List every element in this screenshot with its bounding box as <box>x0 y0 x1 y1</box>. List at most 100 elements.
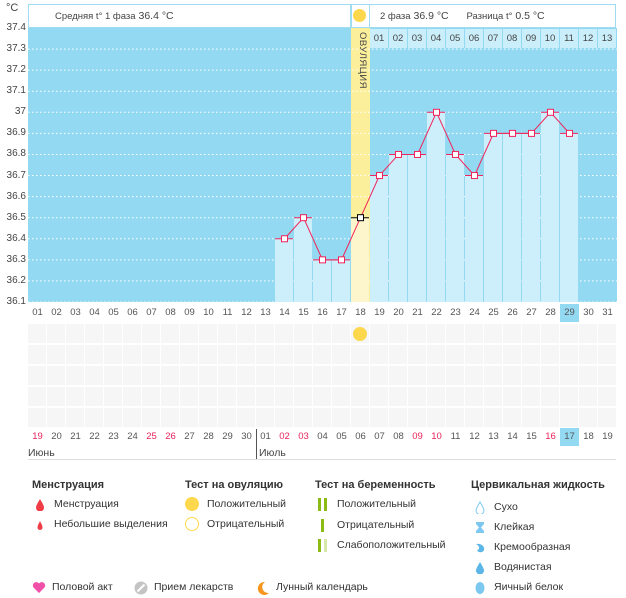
calendar-date[interactable]: 25 <box>146 431 157 442</box>
cycle-day[interactable]: 09 <box>184 307 195 318</box>
symptom-cell[interactable] <box>332 324 350 343</box>
cycle-day[interactable]: 26 <box>507 307 518 318</box>
symptom-cell[interactable] <box>598 387 616 406</box>
symptom-cell[interactable] <box>560 324 578 343</box>
symptom-cell[interactable] <box>484 366 502 385</box>
symptom-cell[interactable] <box>389 345 407 364</box>
symptom-cell[interactable] <box>579 324 597 343</box>
symptom-cell[interactable] <box>370 366 388 385</box>
cycle-day[interactable]: 02 <box>51 307 62 318</box>
symptom-cell[interactable] <box>389 387 407 406</box>
symptom-cell[interactable] <box>161 324 179 343</box>
calendar-date[interactable]: 08 <box>393 431 404 442</box>
symptom-cell[interactable] <box>123 345 141 364</box>
symptom-cell[interactable] <box>256 387 274 406</box>
symptom-cell[interactable] <box>85 366 103 385</box>
calendar-date[interactable]: 13 <box>488 431 499 442</box>
symptom-cell[interactable] <box>28 366 46 385</box>
symptom-cell[interactable] <box>484 345 502 364</box>
symptom-cell[interactable] <box>256 408 274 427</box>
symptom-cell[interactable] <box>370 387 388 406</box>
symptom-cell[interactable] <box>294 324 312 343</box>
symptom-cell[interactable] <box>47 387 65 406</box>
symptom-cell[interactable] <box>218 324 236 343</box>
symptom-cell[interactable] <box>503 324 521 343</box>
calendar-date[interactable]: 06 <box>355 431 366 442</box>
calendar-date[interactable]: 12 <box>469 431 480 442</box>
symptom-cell[interactable] <box>389 366 407 385</box>
cycle-day[interactable]: 21 <box>412 307 423 318</box>
calendar-date[interactable]: 20 <box>51 431 62 442</box>
symptom-cell[interactable] <box>313 345 331 364</box>
cycle-day[interactable]: 20 <box>393 307 404 318</box>
symptom-cell[interactable] <box>522 345 540 364</box>
symptom-cell[interactable] <box>237 387 255 406</box>
symptom-cell[interactable] <box>294 408 312 427</box>
calendar-date[interactable]: 26 <box>165 431 176 442</box>
symptom-cell[interactable] <box>560 366 578 385</box>
symptom-cell[interactable] <box>218 408 236 427</box>
symptom-cell[interactable] <box>351 366 369 385</box>
cycle-day[interactable]: 08 <box>165 307 176 318</box>
symptom-cell[interactable] <box>218 366 236 385</box>
symptom-cell[interactable] <box>313 366 331 385</box>
symptom-cell[interactable] <box>199 324 217 343</box>
cycle-day[interactable]: 03 <box>70 307 81 318</box>
symptom-cell[interactable] <box>294 387 312 406</box>
symptom-cell[interactable] <box>199 366 217 385</box>
symptom-cell[interactable] <box>484 387 502 406</box>
symptom-cell[interactable] <box>465 345 483 364</box>
symptom-cell[interactable] <box>180 324 198 343</box>
symptom-cell[interactable] <box>28 387 46 406</box>
calendar-date[interactable]: 29 <box>222 431 233 442</box>
symptom-cell[interactable] <box>275 366 293 385</box>
calendar-date[interactable]: 09 <box>412 431 423 442</box>
symptom-cell[interactable] <box>104 345 122 364</box>
cycle-day[interactable]: 13 <box>260 307 271 318</box>
cycle-day[interactable]: 11 <box>222 307 233 318</box>
symptom-cell[interactable] <box>598 324 616 343</box>
symptom-cell[interactable] <box>598 366 616 385</box>
symptom-cell[interactable] <box>275 387 293 406</box>
cycle-day[interactable]: 12 <box>241 307 252 318</box>
calendar-date[interactable]: 02 <box>279 431 290 442</box>
symptom-cell[interactable] <box>142 408 160 427</box>
symptom-cell[interactable] <box>560 408 578 427</box>
cycle-day[interactable]: 15 <box>298 307 309 318</box>
symptom-cell[interactable] <box>47 324 65 343</box>
symptom-cell[interactable] <box>446 324 464 343</box>
symptom-cell[interactable] <box>351 387 369 406</box>
symptom-cell[interactable] <box>275 408 293 427</box>
calendar-date[interactable]: 28 <box>203 431 214 442</box>
cycle-day[interactable]: 22 <box>431 307 442 318</box>
symptom-cell[interactable] <box>256 366 274 385</box>
cycle-day[interactable]: 16 <box>317 307 328 318</box>
symptom-cell[interactable] <box>66 345 84 364</box>
symptom-cell[interactable] <box>161 408 179 427</box>
symptom-cell[interactable] <box>427 345 445 364</box>
symptom-cell[interactable] <box>66 366 84 385</box>
symptom-cell[interactable] <box>85 408 103 427</box>
calendar-date[interactable]: 15 <box>526 431 537 442</box>
cycle-day[interactable]: 10 <box>203 307 214 318</box>
cycle-day[interactable]: 28 <box>545 307 556 318</box>
calendar-date[interactable]: 22 <box>89 431 100 442</box>
symptom-cell[interactable] <box>522 387 540 406</box>
symptom-cell[interactable] <box>579 387 597 406</box>
calendar-date[interactable]: 16 <box>545 431 556 442</box>
symptom-cell[interactable] <box>465 324 483 343</box>
symptom-cell[interactable] <box>522 366 540 385</box>
calendar-date[interactable]: 23 <box>108 431 119 442</box>
cycle-day[interactable]: 17 <box>336 307 347 318</box>
symptom-cell[interactable] <box>85 387 103 406</box>
symptom-cell[interactable] <box>313 408 331 427</box>
calendar-date[interactable]: 07 <box>374 431 385 442</box>
cycle-day[interactable]: 05 <box>108 307 119 318</box>
symptom-cell[interactable] <box>408 366 426 385</box>
symptom-cell[interactable] <box>427 408 445 427</box>
cycle-day[interactable]: 29 <box>560 304 579 322</box>
symptom-cell[interactable] <box>66 408 84 427</box>
symptom-cell[interactable] <box>503 387 521 406</box>
symptom-cell[interactable] <box>28 324 46 343</box>
symptom-cell[interactable] <box>446 387 464 406</box>
